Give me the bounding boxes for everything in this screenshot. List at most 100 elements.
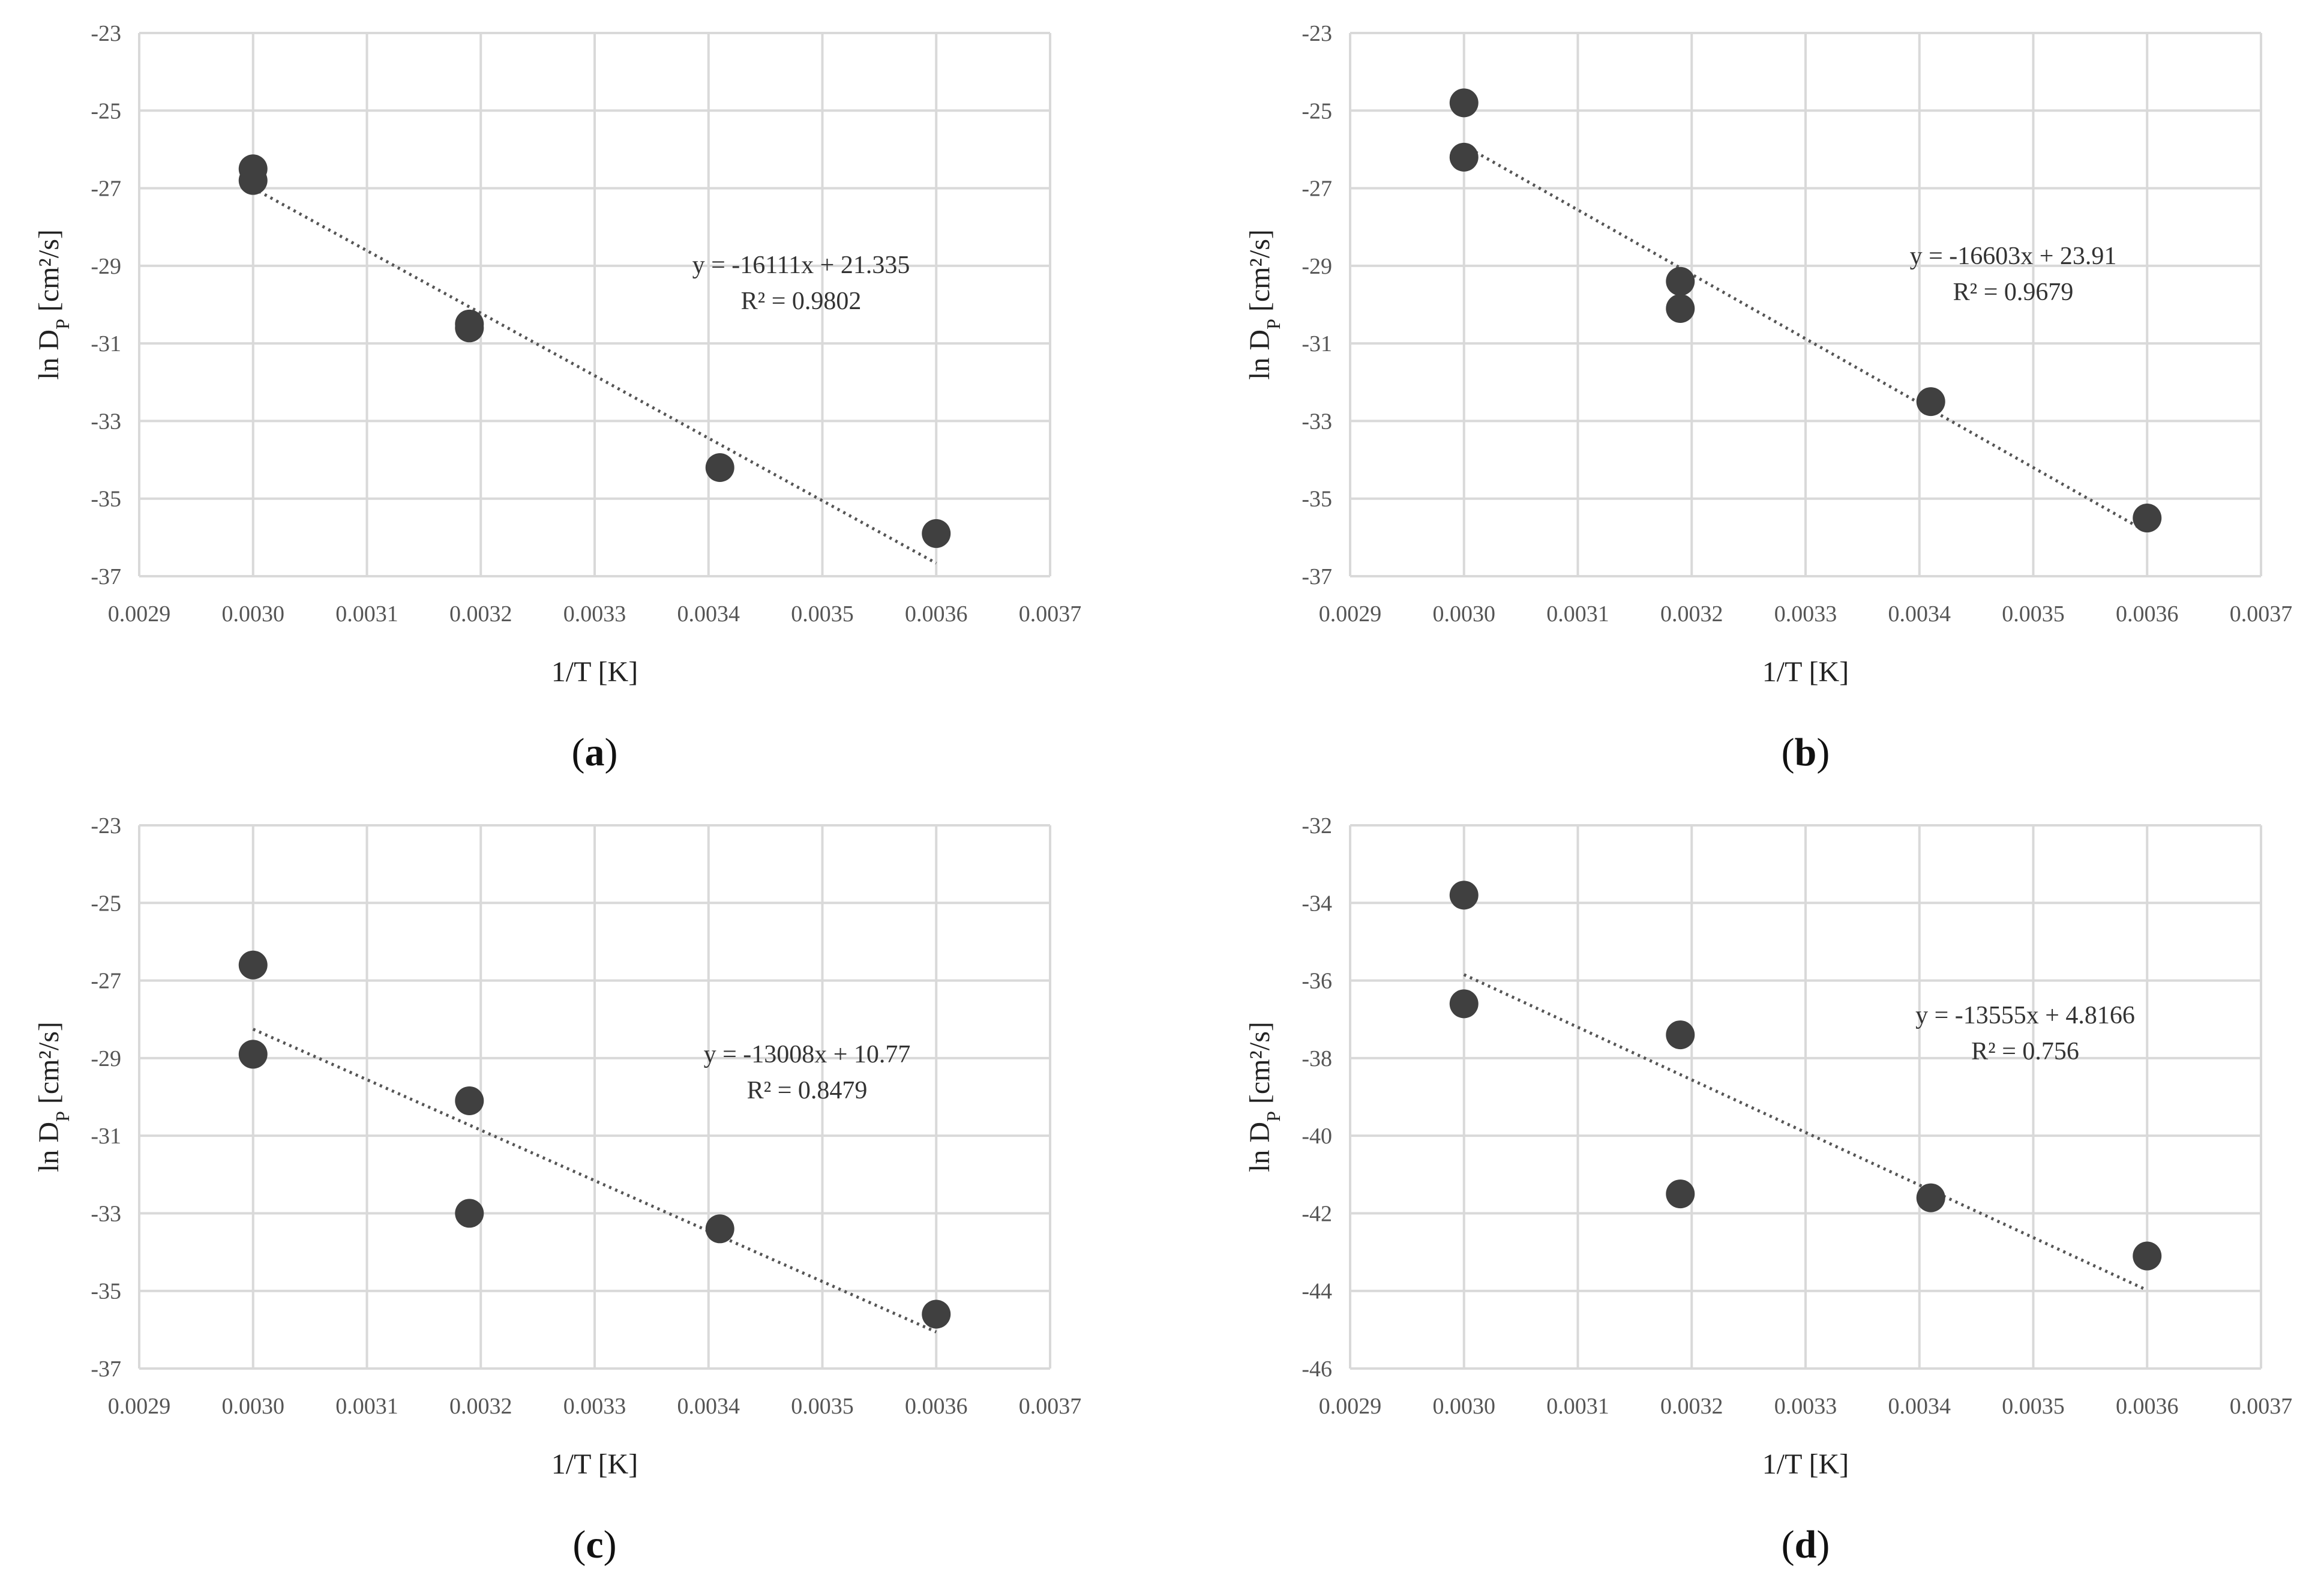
x-tick-label: 0.0032 <box>1660 1394 1723 1419</box>
x-tick-label: 0.0036 <box>905 1394 968 1419</box>
x-tick-label: 0.0029 <box>1319 1394 1382 1419</box>
y-tick-label: -36 <box>1302 969 1332 994</box>
x-tick-label: 0.0034 <box>1888 1394 1951 1419</box>
trend-equation: y = -13008x + 10.77 <box>704 1041 911 1068</box>
panel-caption: (c) <box>572 1523 616 1567</box>
x-tick-label: 0.0033 <box>563 1394 626 1419</box>
x-axis-title: 1/T [K] <box>1762 1448 1849 1480</box>
x-tick-label: 0.0031 <box>335 601 398 627</box>
chart-panel-a: 0.0029 0.0030 0.0031 0.0032 0.0033 0.0034 0.00… <box>33 21 1081 774</box>
x-tick-label: 0.0035 <box>2002 1394 2065 1419</box>
data-point <box>455 313 484 343</box>
y-tick-label: -33 <box>91 409 121 434</box>
panel-caption: (a) <box>572 730 618 774</box>
y-tick-label: -31 <box>91 331 121 357</box>
y-tick-label: -23 <box>91 813 121 839</box>
x-tick-label: 0.0037 <box>1019 601 1082 627</box>
x-tick-label: 0.0033 <box>563 601 626 627</box>
x-tick-label: 0.0034 <box>677 601 740 627</box>
x-tick-label: 0.0030 <box>1433 601 1496 627</box>
x-tick-label: 0.0030 <box>222 1394 285 1419</box>
x-axis-title: 1/T [K] <box>551 1448 638 1480</box>
data-point <box>238 950 268 980</box>
data-point <box>1916 387 1945 417</box>
data-point <box>1449 989 1479 1019</box>
data-point <box>705 1214 734 1244</box>
chart-panel-c: 0.0029 0.0030 0.0031 0.0032 0.0033 0.0034 0.00… <box>33 813 1081 1567</box>
x-tick-label: 0.0035 <box>791 601 854 627</box>
data-point <box>2133 504 2162 533</box>
x-tick-label: 0.0031 <box>1546 1394 1609 1419</box>
x-tick-label: 0.0034 <box>1888 601 1951 627</box>
trend-equation: y = -13555x + 4.8166 <box>1915 1002 2135 1029</box>
x-tick-label: 0.0035 <box>2002 601 2065 627</box>
y-tick-label: -46 <box>1302 1357 1332 1382</box>
y-tick-label: -35 <box>91 487 121 512</box>
chart-panel-b: 0.0029 0.0030 0.0031 0.0032 0.0033 0.0034 0.00… <box>1244 21 2292 774</box>
x-tick-label: 0.0031 <box>335 1394 398 1419</box>
y-tick-label: -37 <box>91 1357 121 1382</box>
y-tick-label: -29 <box>1302 254 1332 279</box>
y-tick-label: -35 <box>91 1279 121 1304</box>
y-tick-label: -33 <box>91 1201 121 1226</box>
y-tick-label: -27 <box>91 176 121 202</box>
data-point <box>1449 88 1479 118</box>
x-tick-label: 0.0029 <box>108 601 171 627</box>
y-axis-title: ln DP [cm²/s] <box>33 1022 73 1172</box>
x-tick-label: 0.0032 <box>1660 601 1723 627</box>
data-point <box>705 453 734 482</box>
x-tick-label: 0.0037 <box>1019 1394 1082 1419</box>
trend-r-squared: R² = 0.756 <box>1971 1038 2079 1065</box>
trend-equation: y = -16111x + 21.335 <box>692 251 910 279</box>
data-point <box>922 1299 951 1329</box>
y-tick-label: -29 <box>91 1046 121 1071</box>
x-tick-label: 0.0031 <box>1546 601 1609 627</box>
x-tick-label: 0.0030 <box>222 601 285 627</box>
trend-r-squared: R² = 0.9679 <box>1953 279 2074 306</box>
y-tick-label: -23 <box>91 21 121 46</box>
x-tick-label: 0.0032 <box>449 1394 512 1419</box>
y-tick-label: -37 <box>1302 564 1332 589</box>
x-tick-label: 0.0037 <box>2230 1394 2293 1419</box>
x-tick-label: 0.0036 <box>2116 601 2179 627</box>
data-point <box>455 1086 484 1115</box>
y-tick-label: -32 <box>1302 813 1332 839</box>
x-tick-label: 0.0033 <box>1774 1394 1837 1419</box>
x-tick-label: 0.0029 <box>1319 601 1382 627</box>
x-tick-label: 0.0029 <box>108 1394 171 1419</box>
x-tick-label: 0.0037 <box>2230 601 2293 627</box>
data-point <box>455 1199 484 1228</box>
y-tick-label: -31 <box>91 1124 121 1149</box>
y-tick-label: -23 <box>1302 21 1332 46</box>
trendline <box>252 1028 937 1334</box>
chart-panel-d: 0.0029 0.0030 0.0031 0.0032 0.0033 0.0034 0.00… <box>1244 813 2292 1567</box>
data-point <box>1449 881 1479 910</box>
data-point <box>238 1040 268 1069</box>
y-axis-title: ln DP [cm²/s] <box>1244 229 1284 380</box>
panel-caption: (b) <box>1782 730 1830 774</box>
y-tick-label: -25 <box>91 98 121 124</box>
x-tick-label: 0.0035 <box>791 1394 854 1419</box>
y-tick-label: -27 <box>91 969 121 994</box>
y-tick-label: -29 <box>91 254 121 279</box>
data-point <box>2133 1241 2162 1271</box>
y-tick-label: -31 <box>1302 331 1332 357</box>
x-tick-label: 0.0032 <box>449 601 512 627</box>
trend-r-squared: R² = 0.9802 <box>741 288 862 315</box>
panel-caption: (d) <box>1782 1523 1830 1567</box>
y-tick-label: -34 <box>1302 891 1332 916</box>
y-tick-label: -35 <box>1302 487 1332 512</box>
data-point <box>1666 267 1695 296</box>
data-point <box>1666 1020 1695 1050</box>
y-tick-label: -33 <box>1302 409 1332 434</box>
x-axis-title: 1/T [K] <box>1762 656 1849 688</box>
data-point <box>238 166 268 195</box>
data-point <box>922 519 951 548</box>
trendline <box>252 187 937 565</box>
y-axis-title: ln DP [cm²/s] <box>33 229 73 380</box>
x-tick-label: 0.0036 <box>2116 1394 2179 1419</box>
y-tick-label: -40 <box>1302 1124 1332 1149</box>
x-axis-title: 1/T [K] <box>551 656 638 688</box>
trendline <box>1463 144 2148 534</box>
trendline <box>1463 973 2148 1292</box>
